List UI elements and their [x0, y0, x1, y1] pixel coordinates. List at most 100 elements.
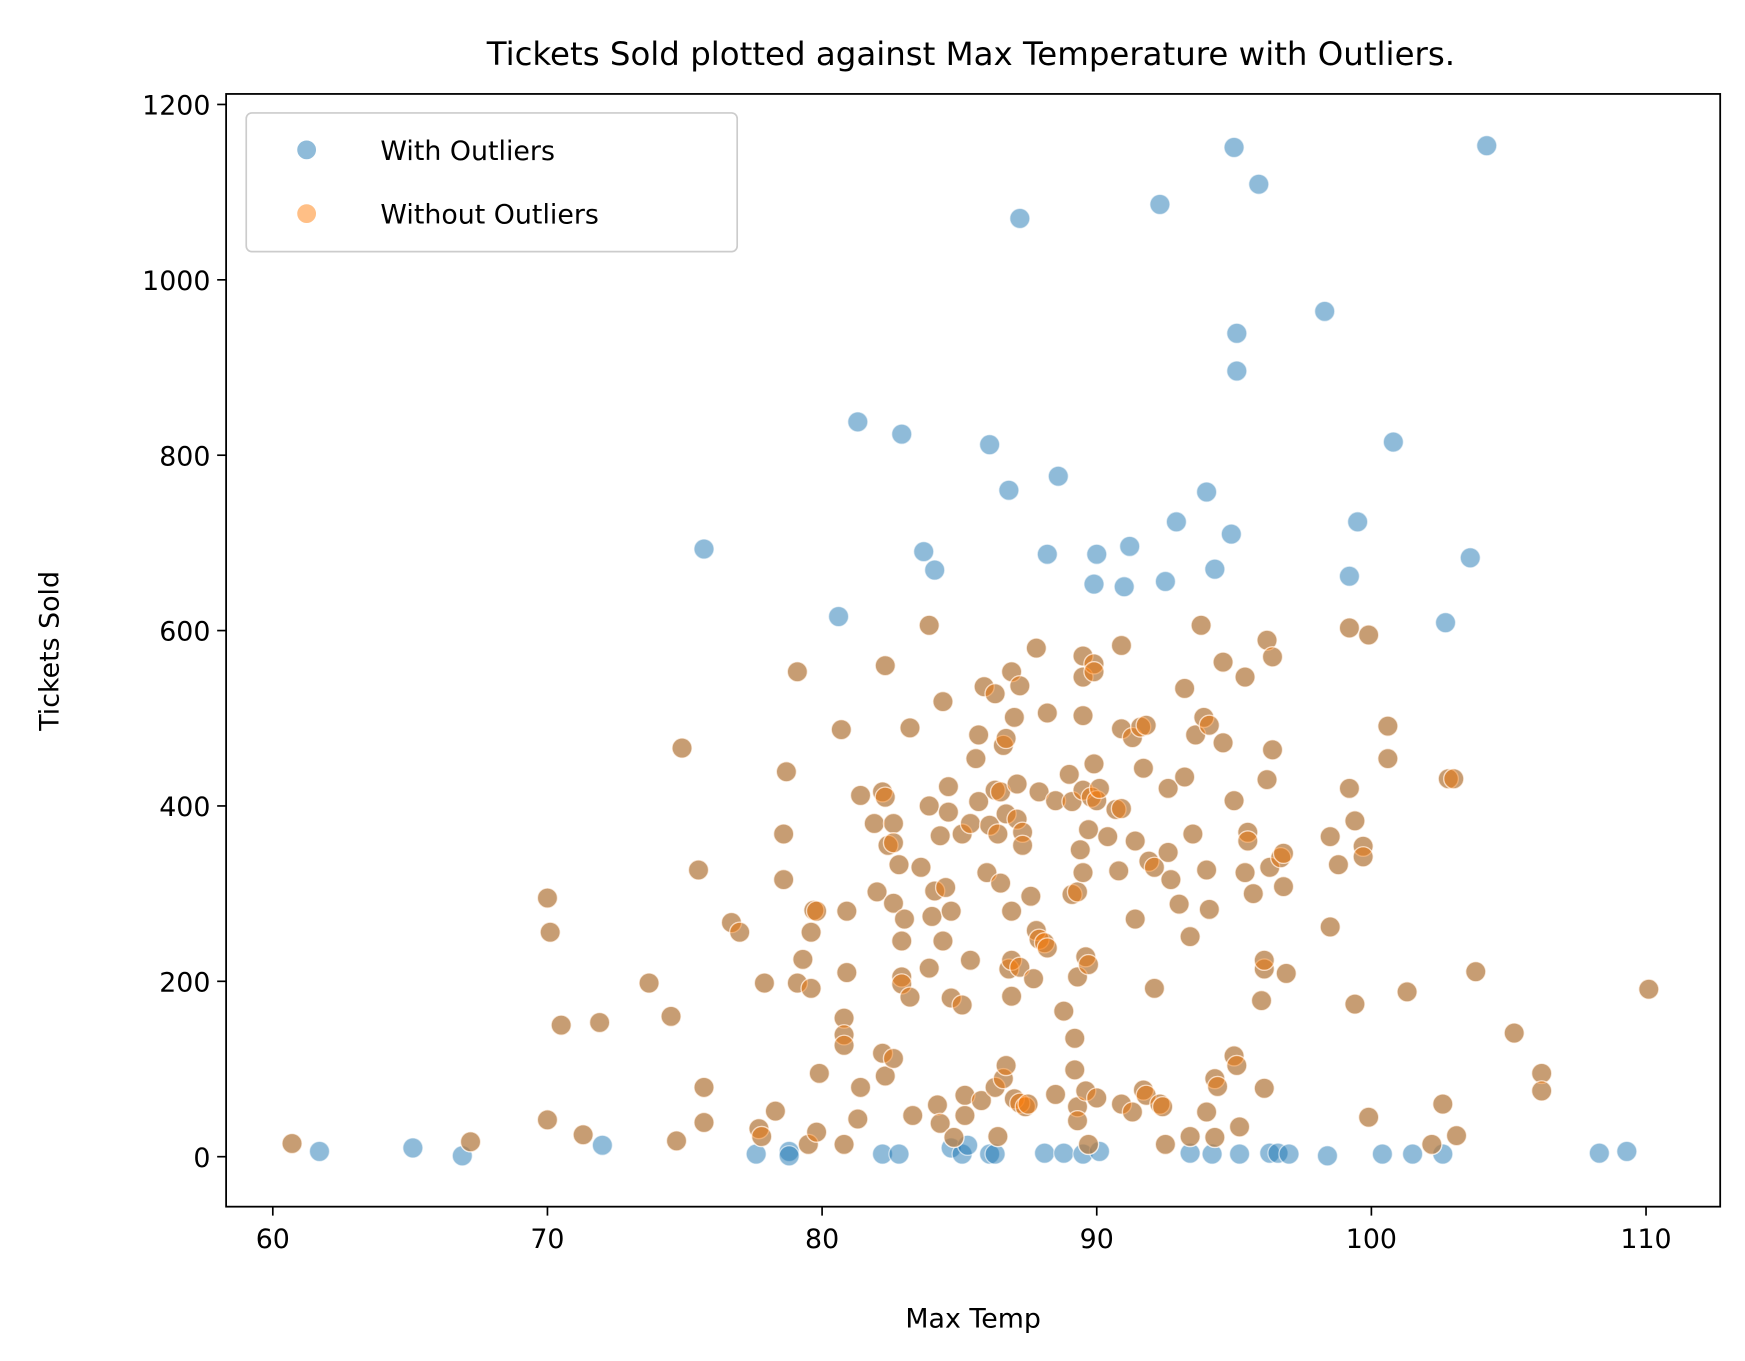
point-without-outliers: [1072, 704, 1094, 727]
point-with-outliers: [1009, 207, 1031, 230]
point-without-outliers: [1000, 900, 1023, 922]
point-without-outliers: [1256, 768, 1278, 791]
x-tick-label: 90: [1080, 1224, 1114, 1255]
point-without-outliers: [970, 1089, 993, 1112]
x-tick-label: 80: [805, 1224, 839, 1255]
y-axis: 0 200 400 600 800 1000 1200: [142, 91, 227, 1174]
point-without-outliers: [1396, 981, 1418, 1003]
point-without-outliers: [1182, 823, 1204, 845]
point-without-outliers: [918, 957, 940, 979]
point-without-outliers: [967, 790, 990, 813]
point-with-outliers: [923, 559, 946, 581]
point-without-outliers: [1198, 898, 1221, 921]
point-without-outliers: [901, 1104, 924, 1127]
point-without-outliers: [1190, 614, 1212, 637]
point-with-outliers: [1165, 511, 1188, 533]
point-without-outliers: [1017, 1093, 1039, 1115]
y-axis-title: Tickets Sold: [34, 571, 65, 732]
point-without-outliers: [1036, 937, 1059, 959]
point-without-outliers: [932, 930, 954, 952]
y-tick-label: 400: [159, 792, 210, 823]
y-tick-label: 0: [193, 1143, 210, 1174]
point-without-outliers: [1377, 715, 1399, 737]
point-without-outliers: [910, 856, 932, 879]
point-without-outliers: [772, 868, 795, 891]
point-without-outliers: [671, 737, 693, 759]
point-without-outliers: [660, 1005, 682, 1028]
point-without-outliers: [775, 761, 798, 783]
point-with-outliers: [984, 1143, 1006, 1165]
point-without-outliers: [1327, 853, 1350, 876]
x-axis-title: Max Temp: [905, 1303, 1041, 1334]
point-without-outliers: [874, 1065, 896, 1087]
point-without-outliers: [866, 881, 888, 903]
y-tick-label: 600: [159, 617, 210, 648]
point-without-outliers: [989, 872, 1012, 894]
point-without-outliers: [1377, 747, 1399, 770]
point-without-outliers: [1053, 1000, 1075, 1022]
point-with-outliers: [1036, 543, 1059, 566]
point-with-outliers: [1220, 523, 1243, 545]
point-without-outliers: [1124, 830, 1146, 852]
point-without-outliers: [1003, 706, 1026, 729]
point-without-outliers: [882, 892, 905, 915]
point-without-outliers: [1421, 1133, 1443, 1156]
point-without-outliers: [836, 900, 858, 922]
point-with-outliers: [827, 605, 850, 628]
point-without-outliers: [1151, 1095, 1174, 1118]
point-without-outliers: [1088, 777, 1111, 800]
point-without-outliers: [1064, 1059, 1086, 1081]
point-with-outliers: [402, 1137, 424, 1159]
point-with-outliers: [778, 1145, 800, 1167]
point-without-outliers: [1096, 825, 1119, 848]
point-without-outliers: [882, 812, 905, 835]
point-without-outliers: [1261, 646, 1284, 668]
point-without-outliers: [1058, 763, 1081, 786]
point-without-outliers: [805, 900, 828, 922]
point-without-outliers: [847, 1108, 869, 1130]
point-with-outliers: [1248, 173, 1270, 195]
point-without-outliers: [1319, 825, 1341, 848]
point-without-outliers: [792, 948, 814, 971]
point-with-outliers: [1149, 193, 1171, 216]
point-without-outliers: [1044, 1083, 1067, 1106]
y-tick-label: 1200: [142, 91, 210, 122]
point-without-outliers: [1198, 714, 1221, 737]
point-with-outliers: [1316, 1145, 1339, 1167]
point-without-outliers: [959, 949, 982, 972]
point-without-outliers: [849, 784, 872, 807]
point-without-outliers: [1179, 925, 1201, 948]
point-with-outliers: [1278, 1143, 1300, 1165]
point-without-outliers: [753, 972, 776, 994]
point-without-outliers: [921, 905, 943, 928]
point-without-outliers: [954, 1104, 976, 1127]
point-without-outliers: [833, 1034, 855, 1057]
point-with-outliers: [1086, 543, 1108, 566]
point-without-outliers: [808, 1062, 831, 1085]
point-without-outliers: [1132, 757, 1155, 779]
point-without-outliers: [1066, 1110, 1089, 1132]
point-without-outliers: [786, 661, 809, 683]
point-without-outliers: [926, 1094, 949, 1116]
point-without-outliers: [750, 1125, 773, 1148]
plot-frame: [225, 93, 1722, 1208]
point-without-outliers: [987, 823, 1009, 845]
point-without-outliers: [459, 1131, 482, 1153]
point-with-outliers: [308, 1140, 331, 1163]
point-without-outliers: [1465, 960, 1487, 983]
x-tick-label: 100: [1346, 1224, 1397, 1255]
point-without-outliers: [1228, 1116, 1251, 1138]
point-without-outliers: [1028, 781, 1050, 803]
point-without-outliers: [1173, 677, 1196, 700]
point-without-outliers: [800, 977, 822, 1000]
point-without-outliers: [940, 900, 962, 922]
point-without-outliers: [1022, 967, 1045, 990]
point-without-outliers: [1638, 978, 1660, 1000]
point-without-outliers: [1344, 810, 1366, 832]
point-without-outliers: [836, 961, 858, 984]
point-with-outliers: [1113, 575, 1135, 598]
point-without-outliers: [1107, 860, 1130, 882]
point-with-outliers: [693, 538, 715, 560]
point-without-outliers: [1110, 797, 1133, 820]
point-without-outliers: [1006, 773, 1028, 795]
